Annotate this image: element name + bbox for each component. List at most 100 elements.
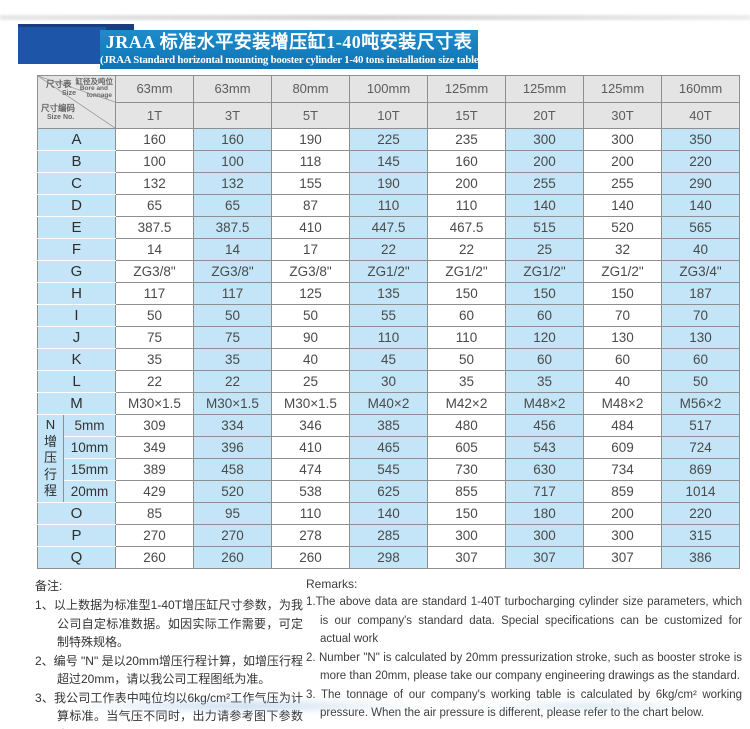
data-cell: 717 bbox=[505, 480, 584, 503]
corner-sizeno-label-cn: 尺寸编码 bbox=[41, 103, 76, 113]
data-cell: 160 bbox=[427, 150, 506, 173]
row-label: I bbox=[37, 304, 116, 327]
data-cell: 100 bbox=[115, 150, 194, 173]
data-cell: M48×2 bbox=[583, 392, 662, 415]
data-cell: 630 bbox=[505, 458, 584, 481]
corner-bore-label-en2: tonnage bbox=[86, 92, 112, 99]
data-cell: 35 bbox=[427, 370, 506, 393]
ribbon-square-decoration bbox=[18, 27, 106, 64]
data-cell: 190 bbox=[349, 172, 428, 195]
data-cell: M30×1.5 bbox=[193, 392, 272, 415]
data-cell: 50 bbox=[661, 370, 740, 393]
note-item: 3、我公司工作表中吨位均以6kg/cm²工作气压为计算标准。当气压不同时，出力请… bbox=[35, 690, 303, 729]
row-label: H bbox=[37, 282, 116, 305]
table-row: C 132 132 155 190 200 255 255 290 bbox=[37, 172, 740, 195]
data-cell: 85 bbox=[115, 502, 194, 525]
data-cell: 50 bbox=[193, 304, 272, 327]
tonnage-header-cell: 10T bbox=[349, 101, 428, 129]
tonnage-header-cell: 30T bbox=[583, 101, 662, 129]
data-cell: 387.5 bbox=[193, 216, 272, 239]
corner-bore-label-cn: 缸径及吨位 bbox=[75, 77, 114, 86]
data-cell: 140 bbox=[505, 194, 584, 217]
bore-header-row: 尺寸表 Size 缸径及吨位 Bore and tonnage 尺寸编码 Siz… bbox=[37, 75, 740, 129]
notes-list-en: 1.The above data are standard 1-40T turb… bbox=[306, 593, 742, 723]
data-cell: 260 bbox=[193, 546, 272, 569]
data-cell: ZG3/8" bbox=[193, 260, 272, 283]
data-cell: 410 bbox=[271, 436, 350, 459]
tonnage-header-cell: 15T bbox=[427, 101, 506, 129]
data-cell: 150 bbox=[427, 282, 506, 305]
page-title-english: (JRAA Standard horizontal mounting boost… bbox=[100, 54, 482, 66]
data-cell: ZG3/4" bbox=[661, 260, 740, 283]
data-cell: 285 bbox=[349, 524, 428, 547]
data-cell: 117 bbox=[115, 282, 194, 305]
data-cell: 520 bbox=[583, 216, 662, 239]
data-cell: 132 bbox=[193, 172, 272, 195]
notes-english: Remarks: 1.The above data are standard 1… bbox=[306, 577, 742, 723]
note-item: 1、以上数据为标准型1-40T增压缸尺寸参数，为我公司自定标准数据。如因实际工作… bbox=[35, 598, 303, 649]
data-cell: 605 bbox=[427, 436, 506, 459]
stroke-label: 15mm bbox=[63, 458, 116, 481]
table-row: M M30×1.5 M30×1.5 M30×1.5 M40×2 M42×2 M48×2 M48… bbox=[37, 392, 740, 415]
data-cell: 22 bbox=[427, 238, 506, 261]
data-cell: 35 bbox=[505, 370, 584, 393]
data-cell: 75 bbox=[193, 326, 272, 349]
bore-header-cell: 63mm bbox=[115, 75, 194, 103]
data-cell: 270 bbox=[115, 524, 194, 547]
data-cell: 110 bbox=[349, 326, 428, 349]
data-cell: 140 bbox=[349, 502, 428, 525]
stroke-label: 10mm bbox=[63, 436, 116, 459]
data-cell: ZG1/2" bbox=[505, 260, 584, 283]
note-item: 1.The above data are standard 1-40T turb… bbox=[306, 596, 742, 645]
data-cell: 40 bbox=[661, 238, 740, 261]
data-cell: 350 bbox=[661, 128, 740, 151]
stroke-label: 5mm bbox=[63, 414, 116, 437]
data-cell: 260 bbox=[115, 546, 194, 569]
data-cell: 734 bbox=[583, 458, 662, 481]
data-cell: 315 bbox=[661, 524, 740, 547]
table-row: I 50 50 50 55 60 60 70 70 bbox=[37, 304, 740, 327]
bore-header-cell: 63mm bbox=[193, 75, 272, 103]
tonnage-header-cell: 20T bbox=[505, 101, 584, 129]
data-cell: 520 bbox=[193, 480, 272, 503]
bore-header-cell: 160mm bbox=[661, 75, 740, 103]
data-cell: 180 bbox=[505, 502, 584, 525]
data-cell: M40×2 bbox=[349, 392, 428, 415]
data-cell: 40 bbox=[271, 348, 350, 371]
data-cell: 90 bbox=[271, 326, 350, 349]
data-cell: 225 bbox=[349, 128, 428, 151]
dimension-table: 尺寸表 Size 缸径及吨位 Bore and tonnage 尺寸编码 Siz… bbox=[37, 75, 740, 569]
data-cell: 346 bbox=[271, 414, 350, 437]
data-cell: 410 bbox=[271, 216, 350, 239]
data-cell: 95 bbox=[193, 502, 272, 525]
data-cell: 625 bbox=[349, 480, 428, 503]
data-cell: 14 bbox=[193, 238, 272, 261]
corner-header-cell: 尺寸表 Size 缸径及吨位 Bore and tonnage 尺寸编码 Siz… bbox=[37, 75, 116, 129]
data-cell: ZG1/2" bbox=[427, 260, 506, 283]
data-cell: 22 bbox=[115, 370, 194, 393]
data-cell: 543 bbox=[505, 436, 584, 459]
data-cell: 298 bbox=[349, 546, 428, 569]
data-cell: 349 bbox=[115, 436, 194, 459]
data-cell: 132 bbox=[115, 172, 194, 195]
row-label: G bbox=[37, 260, 116, 283]
top-smudge-decoration bbox=[0, 15, 750, 20]
data-cell: 160 bbox=[193, 128, 272, 151]
table-row: F 14 14 17 22 22 25 32 40 bbox=[37, 238, 740, 261]
data-cell: ZG3/8" bbox=[271, 260, 350, 283]
table-row: L 22 22 25 30 35 35 40 50 bbox=[37, 370, 740, 393]
data-cell: 429 bbox=[115, 480, 194, 503]
bore-header-cell: 125mm bbox=[583, 75, 662, 103]
data-cell: 724 bbox=[661, 436, 740, 459]
data-cell: 465 bbox=[349, 436, 428, 459]
data-cell: 75 bbox=[115, 326, 194, 349]
data-cell: 60 bbox=[427, 304, 506, 327]
data-cell: 117 bbox=[193, 282, 272, 305]
stroke-label: 20mm bbox=[63, 480, 116, 503]
data-cell: 50 bbox=[271, 304, 350, 327]
data-cell: 467.5 bbox=[427, 216, 506, 239]
tonnage-header-cell: 5T bbox=[271, 101, 350, 129]
data-cell: 260 bbox=[271, 546, 350, 569]
data-cell: 389 bbox=[115, 458, 194, 481]
